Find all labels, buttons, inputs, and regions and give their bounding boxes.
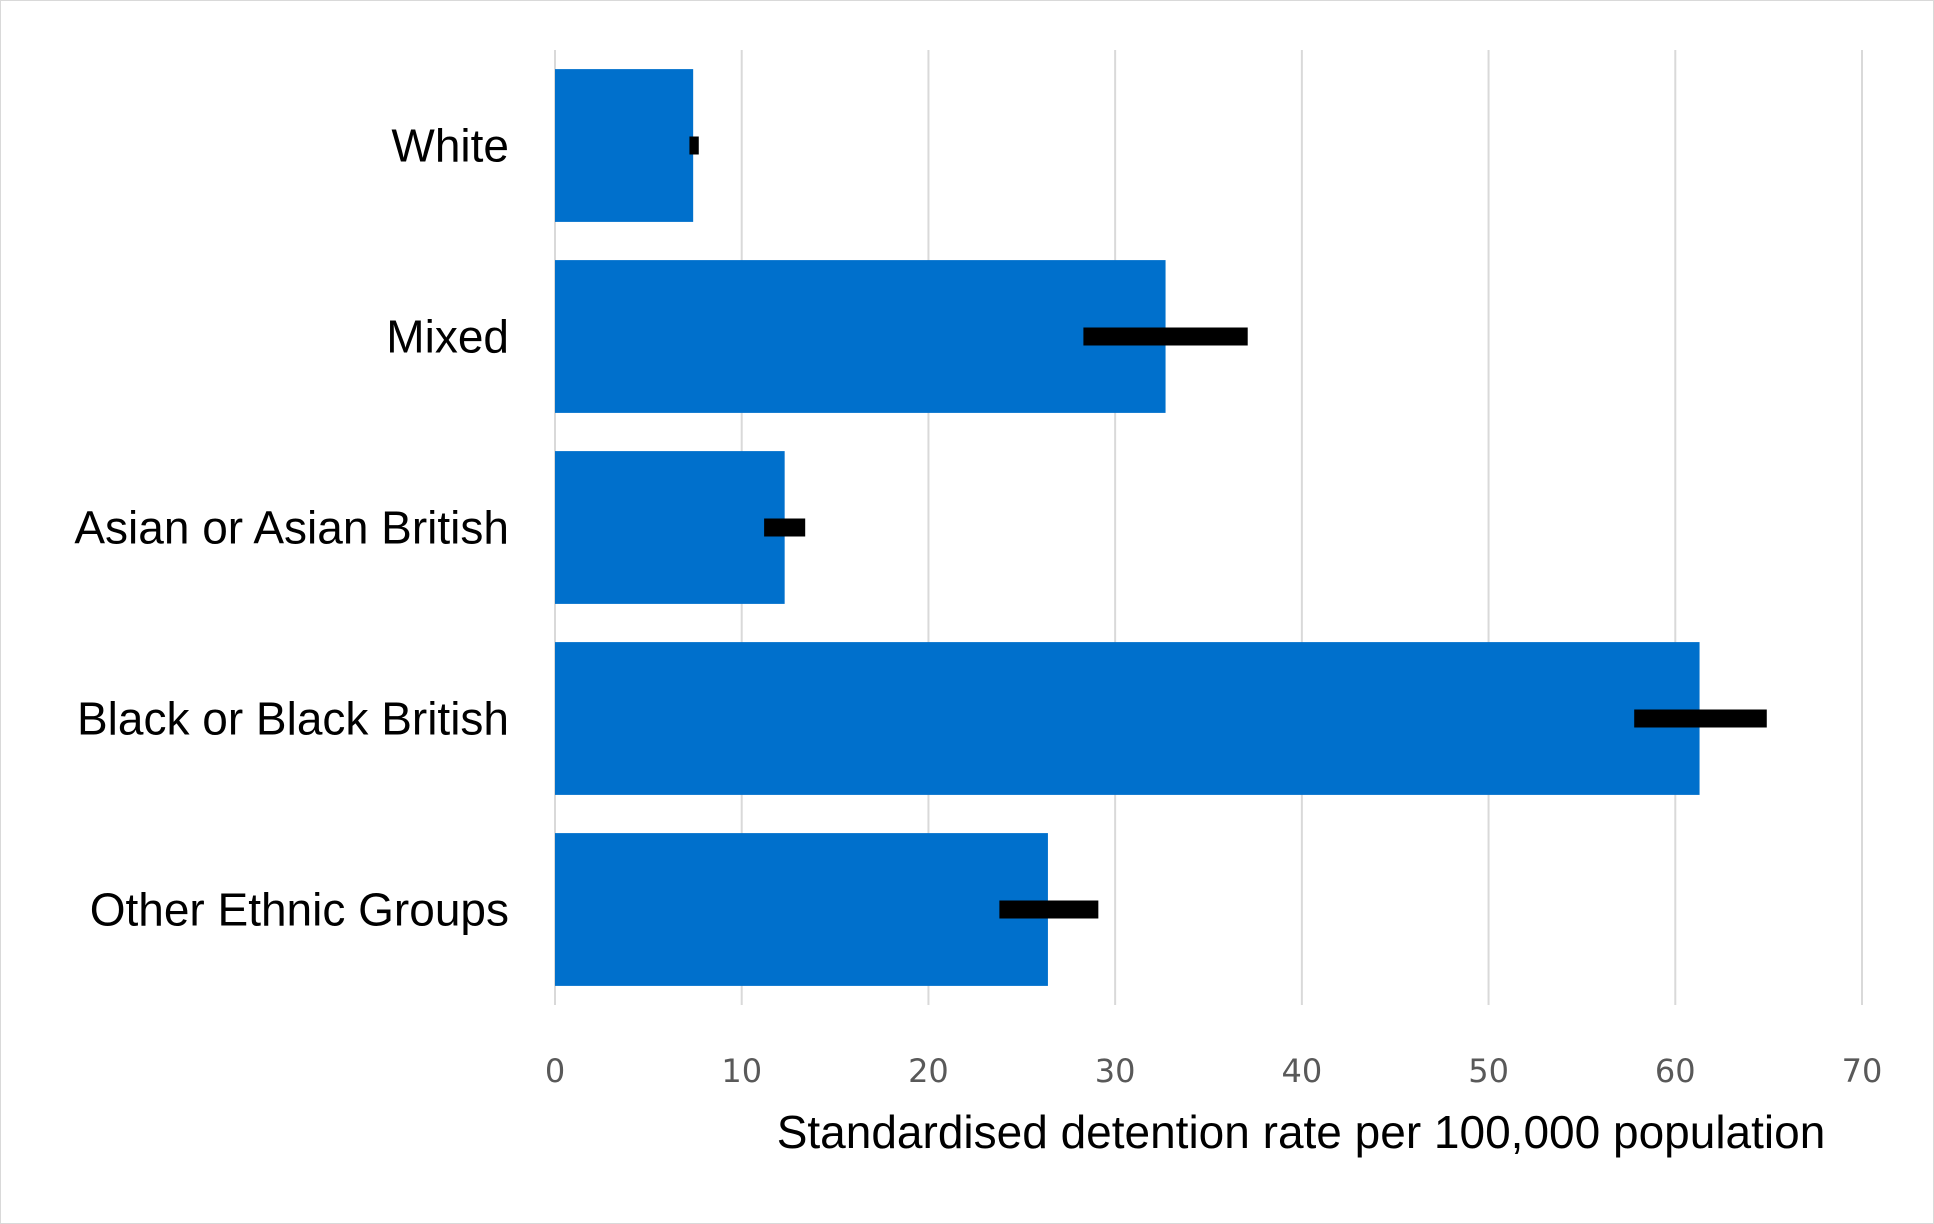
- x-tick-label: 40: [1281, 1052, 1322, 1090]
- bar-mixed: [555, 260, 1166, 413]
- category-label: Black or Black British: [77, 693, 509, 745]
- x-tick-label: 50: [1468, 1052, 1509, 1090]
- x-tick-label: 30: [1095, 1052, 1136, 1090]
- x-axis-title: Standardised detention rate per 100,000 …: [777, 1106, 1826, 1158]
- category-labels: White Mixed Asian or Asian British Black or…: [74, 120, 509, 936]
- bars: [555, 69, 1700, 986]
- x-tick-label: 0: [545, 1052, 565, 1090]
- x-tick-label: 10: [721, 1052, 762, 1090]
- category-label: Other Ethnic Groups: [90, 884, 509, 936]
- bar-asian-or-asian-british: [555, 451, 785, 604]
- bar-other-ethnic-groups: [555, 833, 1048, 986]
- category-label: Asian or Asian British: [74, 502, 509, 554]
- error-bar-asian-or-asian-british: [764, 518, 806, 537]
- x-tick-labels: 0 10 20 30 40 50 60 70: [545, 1052, 1883, 1090]
- category-label: White: [391, 120, 509, 172]
- category-label: Mixed: [386, 311, 509, 363]
- error-bar-black-or-black-british: [1634, 709, 1767, 728]
- x-tick-label: 20: [908, 1052, 949, 1090]
- error-bars: [689, 136, 1767, 919]
- bar-white: [555, 69, 694, 222]
- error-bar-mixed: [1083, 327, 1248, 346]
- x-tick-label: 60: [1655, 1052, 1696, 1090]
- error-bar-other-ethnic-groups: [999, 900, 1099, 919]
- bar-black-or-black-british: [555, 642, 1700, 795]
- error-bar-white: [689, 136, 699, 155]
- x-tick-label: 70: [1842, 1052, 1883, 1090]
